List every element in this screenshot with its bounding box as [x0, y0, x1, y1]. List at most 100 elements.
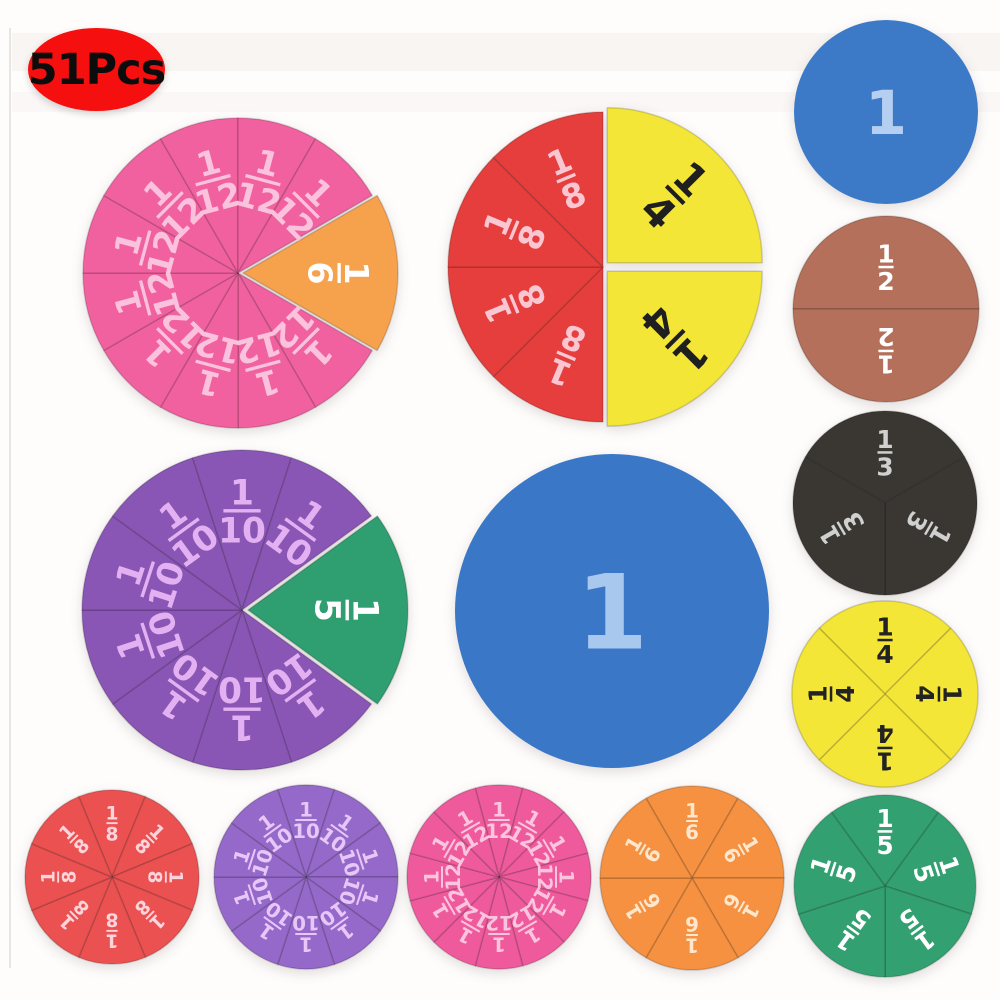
fraction-piece	[818, 600, 952, 695]
fraction-piece	[276, 876, 336, 970]
fraction-label: 16	[300, 261, 376, 284]
svg-text:1: 1	[877, 240, 894, 269]
fraction-piece	[792, 215, 980, 310]
fraction-label: 112	[485, 911, 513, 956]
fraction-bar	[877, 638, 893, 642]
svg-text:1: 1	[876, 746, 893, 775]
fraction-bar	[295, 933, 317, 935]
svg-text:1: 1	[357, 846, 383, 866]
whole-piece	[794, 20, 978, 204]
fraction-bar	[156, 191, 184, 219]
fraction-bar	[737, 900, 746, 913]
fraction-label: 112	[533, 863, 578, 891]
svg-text:10: 10	[292, 820, 320, 843]
fraction-label: 110	[334, 846, 383, 879]
fraction-bar	[345, 599, 349, 621]
fraction-piece	[884, 811, 977, 915]
fraction-piece	[409, 811, 500, 878]
fraction-piece	[191, 609, 293, 771]
fraction-bar	[836, 521, 847, 536]
fraction-label: 15	[307, 598, 385, 622]
fraction-bar	[284, 677, 317, 703]
fraction-bar	[355, 884, 365, 906]
piece-label: 1	[576, 553, 648, 673]
fraction-bar	[937, 686, 941, 702]
fraction-label: 16	[685, 912, 699, 957]
fraction-piece	[111, 795, 194, 878]
svg-text:4: 4	[831, 685, 860, 702]
svg-text:1: 1	[877, 349, 894, 378]
fraction-piece	[433, 876, 500, 967]
fraction-piece	[276, 784, 336, 878]
fraction-bar	[140, 561, 156, 598]
svg-text:6: 6	[685, 821, 699, 844]
fraction-piece	[433, 787, 500, 878]
fraction-piece	[791, 627, 886, 761]
fraction-piece	[498, 787, 565, 878]
svg-text:1: 1	[229, 846, 255, 866]
fraction-bar	[292, 327, 320, 355]
svg-text:8: 8	[105, 909, 118, 930]
fraction-piece	[81, 609, 243, 705]
svg-text:1: 1	[105, 804, 118, 825]
fraction-label: 110	[109, 605, 194, 663]
fraction-bar	[460, 920, 481, 933]
fraction-bar	[263, 916, 282, 931]
fraction-piece	[804, 410, 966, 504]
fraction-bar	[195, 359, 231, 373]
svg-text:5: 5	[307, 598, 347, 622]
fraction-piece	[492, 111, 604, 268]
fraction-bar	[69, 910, 79, 920]
fraction-bar	[247, 884, 257, 906]
fraction-piece	[305, 822, 399, 878]
fraction-bar	[686, 820, 698, 822]
fraction-bar	[284, 517, 317, 543]
svg-text:3: 3	[876, 452, 893, 481]
fraction-bar	[223, 707, 261, 711]
fraction-bar	[167, 677, 200, 703]
fraction-label: 13	[876, 425, 893, 481]
fraction-bar	[638, 843, 647, 856]
fraction-piece	[792, 308, 980, 403]
fraction-bar	[877, 830, 893, 833]
whole-piece	[455, 454, 769, 768]
fraction-piece	[884, 627, 979, 761]
fraction-piece	[82, 272, 239, 352]
svg-text:12: 12	[533, 863, 556, 891]
fraction-bar	[355, 848, 365, 870]
svg-text:6: 6	[300, 261, 339, 284]
fraction-label: 15	[876, 804, 893, 860]
fraction-label: 110	[334, 874, 383, 907]
fraction-piece	[111, 842, 200, 912]
fraction-label: 18	[105, 909, 118, 951]
fraction-piece	[606, 270, 763, 427]
svg-text:1: 1	[420, 870, 443, 884]
fraction-bar	[664, 184, 686, 206]
fraction-label: 112	[420, 863, 465, 891]
svg-text:4: 4	[910, 685, 939, 702]
fraction-label: 110	[218, 669, 266, 747]
fraction-bar	[443, 895, 456, 916]
fraction-bar	[247, 848, 257, 870]
piece-count-badge: 51Pcs	[28, 28, 166, 111]
svg-text:1: 1	[299, 798, 313, 821]
fraction-bar	[195, 173, 231, 187]
svg-text:5: 5	[876, 831, 893, 860]
fraction-bar	[292, 191, 320, 219]
fraction-bar	[263, 823, 282, 838]
fraction-piece	[599, 797, 693, 879]
fraction-piece	[645, 785, 739, 879]
fraction-bar	[517, 920, 538, 933]
svg-text:1: 1	[937, 685, 966, 702]
fraction-bar	[686, 934, 698, 936]
fraction-piece	[159, 272, 239, 429]
svg-text:1: 1	[299, 933, 313, 956]
fraction-bar	[542, 895, 555, 916]
